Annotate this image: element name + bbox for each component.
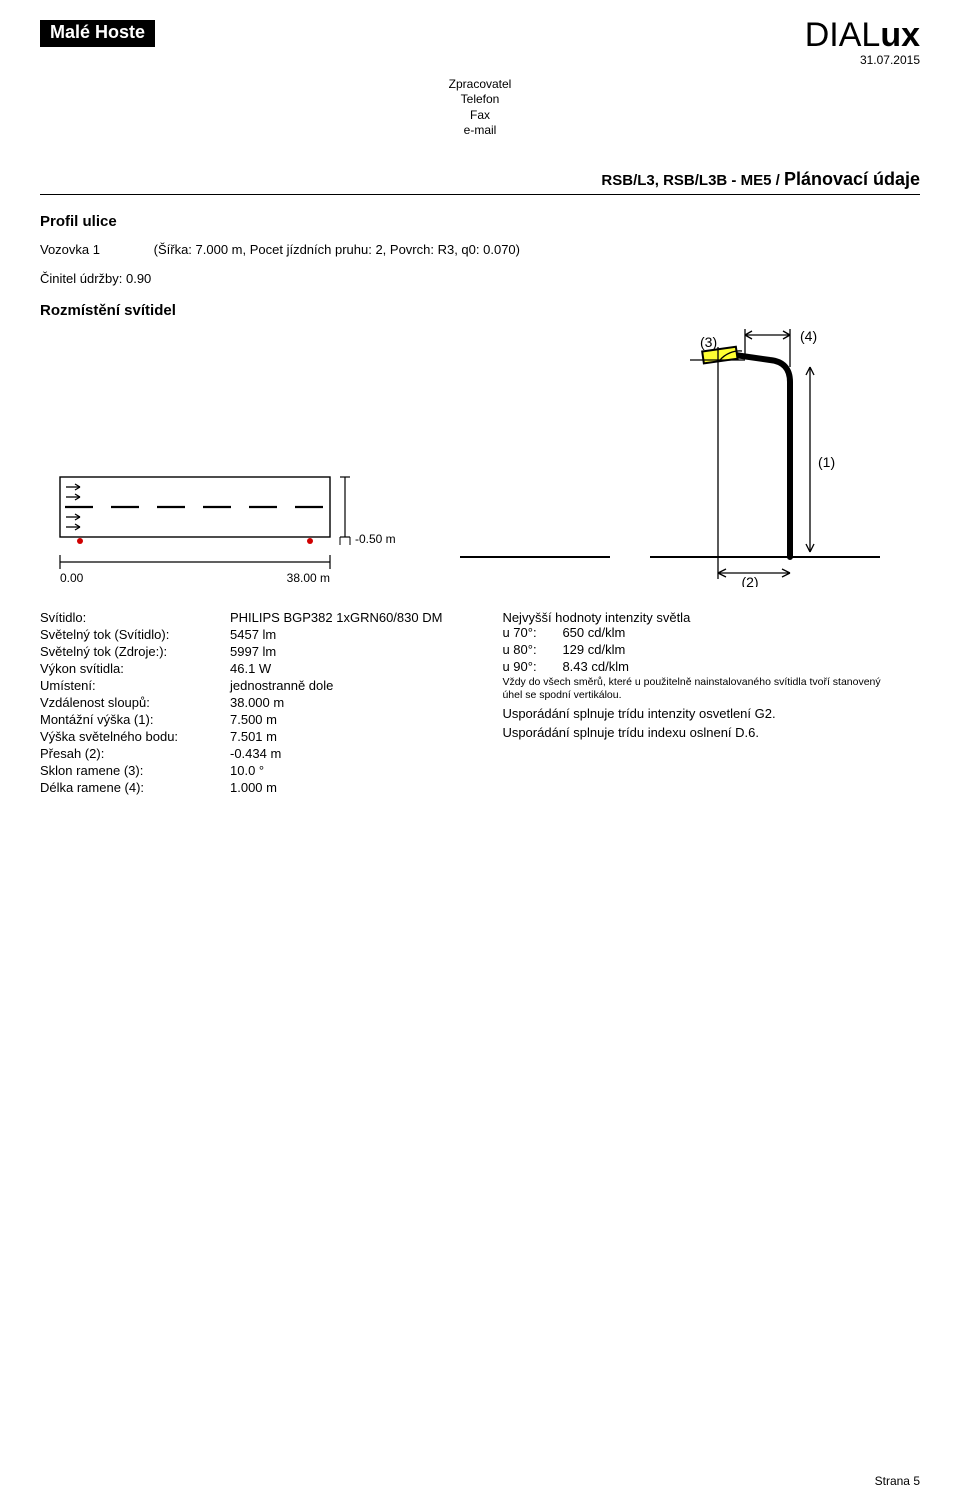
intensity-key: u 80°: bbox=[502, 642, 562, 657]
spec-value: 38.000 m bbox=[230, 695, 442, 710]
result-glare-class: Usporádání splnuje trídu intenzity osvet… bbox=[502, 706, 902, 721]
street-profile-heading: Profil ulice bbox=[40, 213, 920, 230]
plan-x-left: 0.00 bbox=[60, 571, 84, 585]
section-title: RSB/L3, RSB/L3B - ME5 / Plánovací údaje bbox=[40, 169, 920, 195]
intensity-key: u 90°: bbox=[502, 659, 562, 674]
contact-block: Zpracovatel Telefon Fax e-mail bbox=[40, 77, 920, 139]
spec-key: Výkon svítidla: bbox=[40, 661, 230, 676]
spec-value: 7.500 m bbox=[230, 712, 442, 727]
spec-value: 5457 lm bbox=[230, 627, 442, 642]
elev-label-1: (1) bbox=[818, 454, 835, 470]
spec-key: Výška světelného bodu: bbox=[40, 729, 230, 744]
contact-email: e-mail bbox=[40, 123, 920, 139]
intensity-value: 8.43 cd/klm bbox=[562, 659, 902, 674]
road-label: Vozovka 1 bbox=[40, 242, 150, 257]
contact-fax: Fax bbox=[40, 108, 920, 124]
maintenance-factor-label: Činitel údržby: bbox=[40, 271, 126, 286]
spec-key: Montážní výška (1): bbox=[40, 712, 230, 727]
elev-label-2: (2) bbox=[741, 574, 758, 587]
intensity-note: Vždy do všech směrů, které u použitelně … bbox=[502, 676, 902, 702]
intensity-value: 650 cd/klm bbox=[562, 625, 902, 640]
luminaire-spec-table: Svítidlo:PHILIPS BGP382 1xGRN60/830 DM S… bbox=[40, 610, 442, 795]
logo-dial: DIAL bbox=[805, 16, 881, 54]
logo-ux: ux bbox=[880, 16, 920, 54]
logo: DIALux 31.07.2015 bbox=[805, 20, 920, 67]
plan-view-diagram: -0.50 m 0.00 38.00 m bbox=[40, 447, 400, 590]
elev-label-3: (3) bbox=[700, 334, 717, 350]
section-prefix: RSB/L3, RSB/L3B - ME5 / bbox=[601, 172, 784, 189]
elevation-diagram: (1) (2) (3) bbox=[460, 327, 880, 590]
section-name: Plánovací údaje bbox=[784, 169, 920, 189]
spec-value: 7.501 m bbox=[230, 729, 442, 744]
contact-processor: Zpracovatel bbox=[40, 77, 920, 93]
page-number: Strana 5 bbox=[875, 1474, 920, 1488]
contact-phone: Telefon bbox=[40, 92, 920, 108]
spec-value: -0.434 m bbox=[230, 746, 442, 761]
luminaire-layout-heading: Rozmístění svítidel bbox=[40, 302, 920, 319]
intensity-heading: Nejvyšší hodnoty intenzity světla bbox=[502, 610, 902, 625]
spec-key: Sklon ramene (3): bbox=[40, 763, 230, 778]
intensity-key: u 70°: bbox=[502, 625, 562, 640]
spec-value: 1.000 m bbox=[230, 780, 442, 795]
spec-key: Světelný tok (Zdroje:): bbox=[40, 644, 230, 659]
report-date: 31.07.2015 bbox=[805, 53, 920, 67]
spec-key: Přesah (2): bbox=[40, 746, 230, 761]
intensity-table: Nejvyšší hodnoty intenzity světla u 70°:… bbox=[502, 610, 902, 795]
spec-key: Umístení: bbox=[40, 678, 230, 693]
spec-value: 46.1 W bbox=[230, 661, 442, 676]
intensity-value: 129 cd/klm bbox=[562, 642, 902, 657]
plan-y-offset: -0.50 m bbox=[355, 532, 396, 546]
spec-value: PHILIPS BGP382 1xGRN60/830 DM bbox=[230, 610, 442, 625]
road-description: (Šířka: 7.000 m, Pocet jízdních pruhu: 2… bbox=[154, 242, 520, 257]
spec-key: Vzdálenost sloupů: bbox=[40, 695, 230, 710]
spec-value: 5997 lm bbox=[230, 644, 442, 659]
spec-value: 10.0 ° bbox=[230, 763, 442, 778]
spec-value: jednostranně dole bbox=[230, 678, 442, 693]
plan-x-right: 38.00 m bbox=[287, 571, 330, 585]
result-glare-index: Usporádání splnuje trídu indexu oslnení … bbox=[502, 725, 902, 740]
project-name-banner: Malé Hoste bbox=[40, 20, 155, 47]
spec-key: Délka ramene (4): bbox=[40, 780, 230, 795]
spec-key: Svítidlo: bbox=[40, 610, 230, 625]
elev-label-4: (4) bbox=[800, 328, 817, 344]
spec-key: Světelný tok (Svítidlo): bbox=[40, 627, 230, 642]
maintenance-factor-value: 0.90 bbox=[126, 271, 151, 286]
